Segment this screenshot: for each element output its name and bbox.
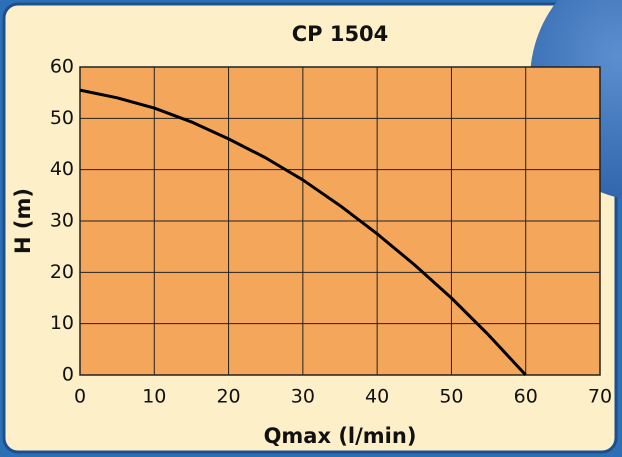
y-tick-label: 10: [50, 312, 74, 334]
curve: [79, 88, 527, 377]
y-tick-label: 0: [62, 364, 74, 386]
x-axis-label: Qmax (l/min): [264, 424, 417, 448]
x-tick-label: 70: [588, 386, 612, 408]
x-tick-label: 10: [142, 386, 166, 408]
y-tick-label: 30: [50, 210, 74, 232]
x-tick-label: 20: [216, 386, 240, 408]
y-tick-label: 50: [50, 107, 74, 129]
chart-title: CP 1504: [292, 22, 389, 46]
plot-area: [79, 66, 601, 377]
y-tick-label: 40: [50, 158, 74, 180]
y-tick-label: 60: [50, 56, 74, 78]
x-tick-label: 60: [514, 386, 538, 408]
x-tick-label: 40: [365, 386, 389, 408]
y-axis-label: H (m): [11, 188, 35, 254]
x-tick-label: 0: [74, 386, 86, 408]
plot-frame: [79, 66, 601, 376]
y-tick-label: 20: [50, 261, 74, 283]
x-tick-label: 50: [439, 386, 463, 408]
x-tick-label: 30: [291, 386, 315, 408]
